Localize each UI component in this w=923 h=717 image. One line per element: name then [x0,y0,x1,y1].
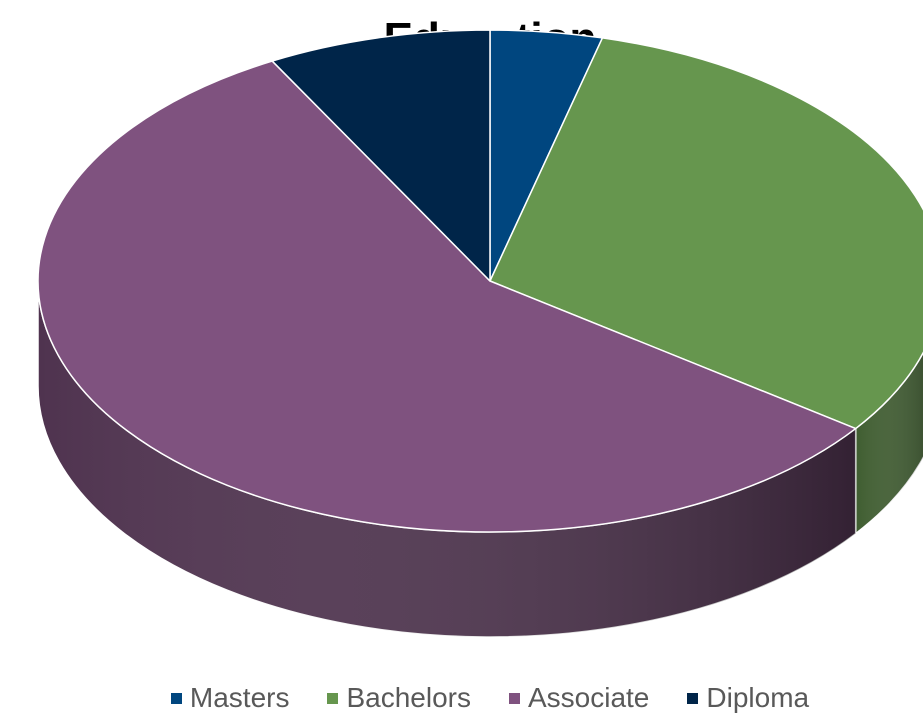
legend-item-diploma: Diploma [687,682,809,714]
chart-legend: Masters Bachelors Associate Diploma [0,682,923,714]
legend-label-bachelors: Bachelors [346,682,471,713]
pie-side-shade-bachelors [855,352,923,534]
legend-item-bachelors: Bachelors [327,682,471,714]
legend-label-associate: Associate [527,682,650,713]
pie-slice-associate [37,60,857,533]
legend-item-masters: Masters [170,682,290,714]
legend-label-diploma: Diploma [706,682,810,713]
legend-swatch-masters [170,692,182,704]
pie-side-shade-associate [38,281,856,637]
pie-slice-diploma [271,29,491,282]
legend-swatch-diploma [687,692,699,704]
legend-swatch-associate [508,692,520,704]
legend-label-masters: Masters [189,682,290,713]
legend-item-associate: Associate [508,682,650,714]
pie-slice-bachelors [489,37,923,430]
legend-swatch-bachelors [327,692,339,704]
